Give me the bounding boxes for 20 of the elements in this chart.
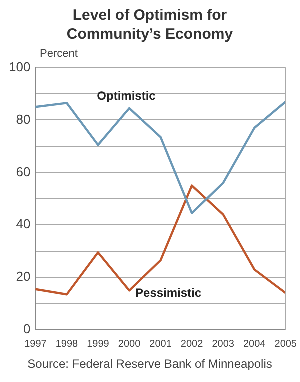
x-tick-label: 1999 (87, 338, 110, 350)
y-tick-label: 40 (16, 216, 31, 232)
x-tick-label: 2003 (212, 338, 235, 350)
x-tick-label: 2004 (243, 338, 266, 350)
x-tick-label: 2002 (180, 338, 204, 350)
chart-title: Level of Optimism for Community’s Economy (66, 6, 234, 44)
y-axis-title: Percent (40, 48, 78, 60)
series-label: Pessimistic (136, 286, 202, 300)
y-tick-label: 20 (16, 269, 31, 284)
series-label: Optimistic (97, 88, 156, 103)
x-tick-label: 2005 (274, 338, 298, 350)
y-tick-label: 0 (23, 322, 31, 337)
source-note: Source: Federal Reserve Bank of Minneapolis (26, 357, 274, 371)
y-tick-label: 60 (16, 164, 31, 180)
x-tick-label: 1998 (56, 338, 79, 350)
x-tick-label: 2000 (118, 338, 142, 350)
x-tick-label: 2001 (150, 338, 172, 350)
x-tick-label: 1997 (24, 338, 48, 350)
y-tick-label: 80 (16, 112, 31, 127)
y-tick-label: 100 (8, 59, 31, 74)
